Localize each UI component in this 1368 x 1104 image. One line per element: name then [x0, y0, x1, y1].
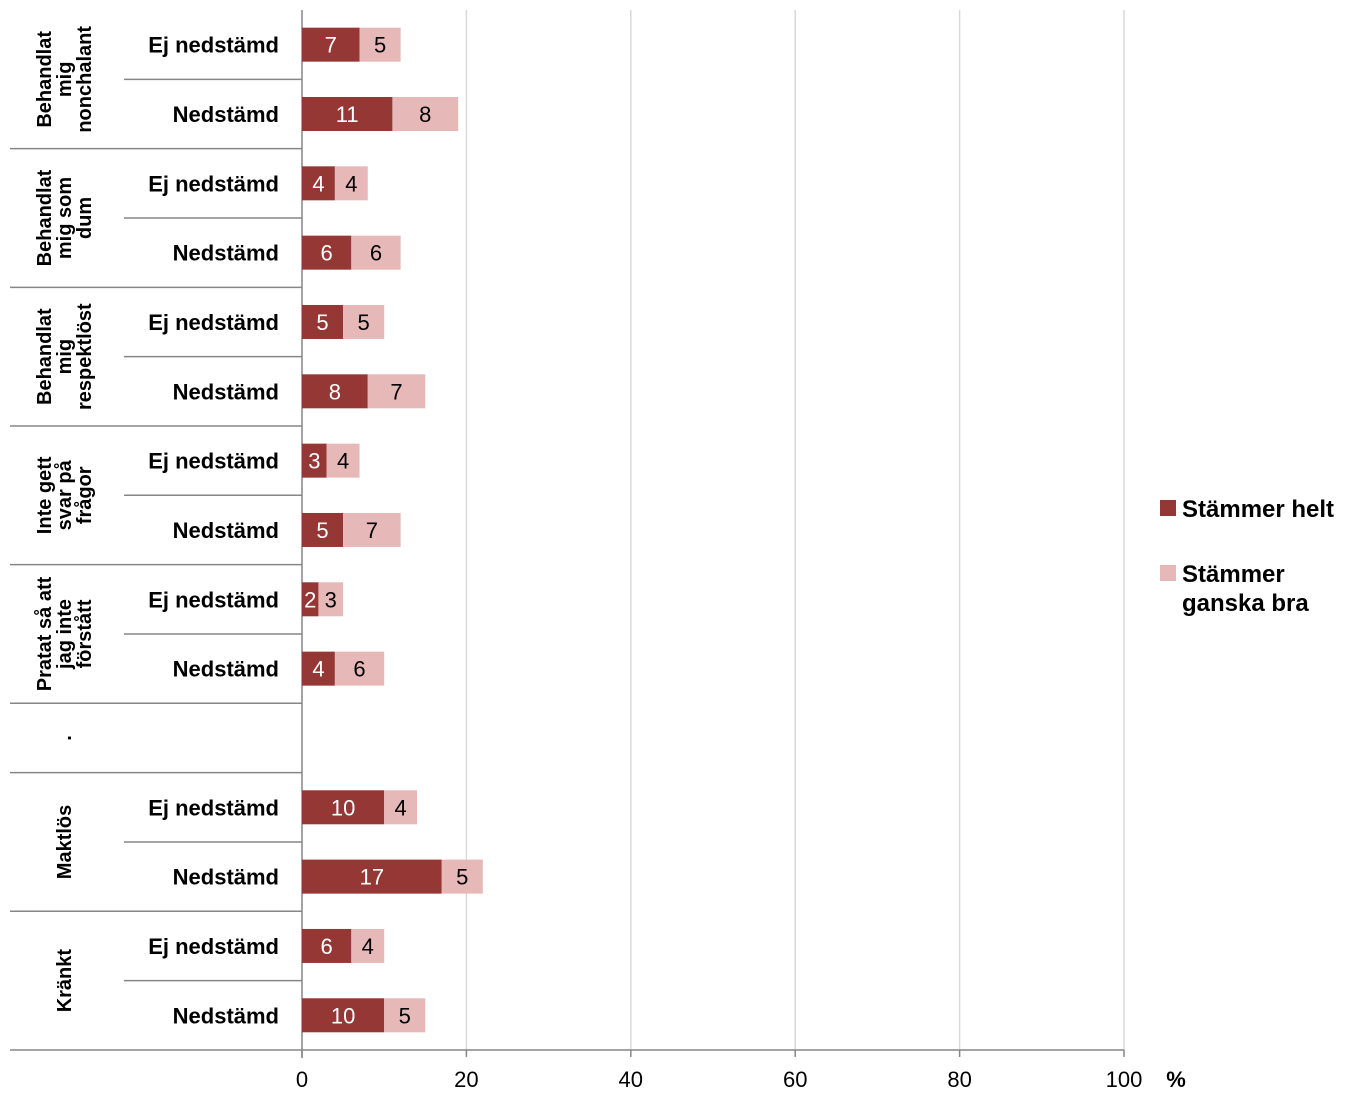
data-label-stammer-helt: 5 — [316, 518, 328, 543]
category-label: Nedstämd — [173, 102, 279, 127]
group-label-line: dum — [74, 197, 96, 239]
data-label-stammer-ganska-bra: 7 — [390, 379, 402, 404]
data-label-stammer-helt: 10 — [331, 1003, 355, 1028]
group-label-line: mig — [54, 62, 76, 98]
data-label-stammer-helt: 6 — [321, 241, 333, 266]
group-label: . — [54, 735, 76, 741]
gridlines — [466, 10, 1124, 1050]
data-label-stammer-helt: 4 — [312, 171, 324, 196]
x-tick-label: 60 — [783, 1067, 807, 1092]
category-label: Ej nedstämd — [148, 449, 279, 474]
data-label-stammer-ganska-bra: 5 — [399, 1003, 411, 1028]
x-unit-label: % — [1166, 1067, 1186, 1092]
group-label-text: Pratat så attjag inteförstått — [33, 576, 96, 691]
data-label-stammer-ganska-bra: 8 — [419, 102, 431, 127]
group-label-line: Maktlös — [54, 805, 76, 879]
data-label-stammer-helt: 8 — [329, 379, 341, 404]
group-label: Maktlös — [54, 805, 76, 879]
group-label-line: mig — [54, 339, 76, 375]
group-label-text: Behandlatmigrespektlöst — [34, 303, 96, 410]
data-label-stammer-helt: 4 — [312, 657, 324, 682]
legend-label-stammer-helt: Stämmer helt — [1182, 496, 1334, 523]
group-label-line: frågor — [73, 466, 96, 524]
category-label: Ej nedstämd — [148, 33, 279, 58]
category-label: Ej nedstämd — [148, 587, 279, 612]
category-label: Nedstämd — [173, 241, 279, 266]
data-label-stammer-ganska-bra: 3 — [325, 587, 337, 612]
group-label-line: Behandlat — [34, 31, 56, 128]
group-label-text: Maktlös — [54, 805, 76, 879]
category-label: Nedstämd — [173, 518, 279, 543]
group-label-text: Inte gettsvar påfrågor — [34, 456, 96, 534]
group-label-line: mig som — [54, 177, 76, 259]
data-label-stammer-helt: 2 — [304, 587, 316, 612]
data-label-stammer-ganska-bra: 5 — [358, 310, 370, 335]
data-label-stammer-ganska-bra: 4 — [362, 934, 374, 959]
group-label-line: Inte gett — [34, 456, 56, 534]
group-label-line: förstått — [73, 599, 96, 668]
data-label-stammer-helt: 6 — [321, 934, 333, 959]
group-label-line: nonchalant — [74, 26, 96, 133]
category-label: Nedstämd — [173, 865, 279, 890]
category-label: Nedstämd — [173, 379, 279, 404]
group-label-line: . — [54, 735, 76, 741]
data-label-stammer-helt: 17 — [360, 865, 384, 890]
group-label: Behandlatmig somdum — [34, 169, 96, 266]
category-label: Nedstämd — [173, 1003, 279, 1028]
x-tick-label: 100 — [1106, 1067, 1143, 1092]
group-label-text: Behandlatmig somdum — [34, 169, 96, 266]
data-label-stammer-helt: 3 — [308, 449, 320, 474]
data-label-stammer-ganska-bra: 7 — [366, 518, 378, 543]
category-label: Nedstämd — [173, 657, 279, 682]
x-tick-label: 20 — [454, 1067, 478, 1092]
legend-line: Stämmer — [1182, 561, 1285, 588]
group-label-line: Behandlat — [34, 169, 56, 266]
group-label-line: Behandlat — [34, 308, 56, 405]
data-label-stammer-ganska-bra: 4 — [395, 795, 407, 820]
legend: Stämmer helt Stämmer ganska bra — [1160, 496, 1334, 617]
legend-label-stammer-ganska-bra: Stämmer ganska bra — [1182, 561, 1309, 617]
legend-swatch-stammer-helt — [1160, 500, 1176, 516]
group-label-line: Kränkt — [54, 949, 76, 1013]
x-tick-label: 80 — [947, 1067, 971, 1092]
data-label-stammer-helt: 7 — [325, 33, 337, 58]
group-label: Pratat så attjag inteförstått — [33, 576, 96, 691]
legend-line: ganska bra — [1182, 590, 1309, 617]
data-label-stammer-helt: 10 — [331, 795, 355, 820]
legend-line: Stämmer helt — [1182, 496, 1334, 523]
group-label-text: Kränkt — [54, 949, 76, 1013]
data-label-stammer-ganska-bra: 5 — [456, 865, 468, 890]
group-label-line: svar på — [53, 459, 76, 530]
group-label-text: Behandlatmignonchalant — [34, 26, 96, 133]
group-label-line: jag inte — [54, 599, 76, 670]
group-label: Behandlatmigrespektlöst — [34, 303, 96, 410]
x-tick-label: 0 — [296, 1067, 308, 1092]
group-label-text: . — [54, 735, 76, 741]
x-tick-label: 40 — [619, 1067, 643, 1092]
data-label-stammer-ganska-bra: 4 — [345, 171, 357, 196]
group-label-line: Pratat så att — [33, 576, 56, 691]
category-label: Ej nedstämd — [148, 171, 279, 196]
data-label-stammer-ganska-bra: 5 — [374, 33, 386, 58]
data-label-stammer-helt: 11 — [336, 102, 359, 127]
category-label: Ej nedstämd — [148, 934, 279, 959]
group-label: Behandlatmignonchalant — [34, 26, 96, 133]
group-label-line: respektlöst — [74, 303, 96, 410]
data-label-stammer-helt: 5 — [316, 310, 328, 335]
data-label-stammer-ganska-bra: 4 — [337, 449, 349, 474]
data-label-stammer-ganska-bra: 6 — [353, 657, 365, 682]
category-label: Ej nedstämd — [148, 310, 279, 335]
group-label: Kränkt — [54, 949, 76, 1013]
group-label: Inte gettsvar påfrågor — [34, 456, 96, 534]
x-axis: 0 20 40 60 80 100% — [296, 1050, 1186, 1092]
data-label-stammer-ganska-bra: 6 — [370, 241, 382, 266]
category-label: Ej nedstämd — [148, 795, 279, 820]
legend-swatch-stammer-ganska-bra — [1160, 565, 1176, 581]
